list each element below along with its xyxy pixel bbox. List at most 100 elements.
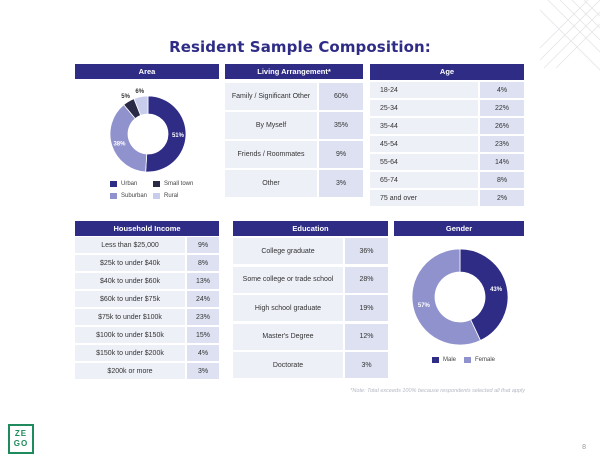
age-row-value: 22% — [480, 100, 524, 116]
gender-legend-female: Female — [464, 357, 495, 363]
age-row-label: 65-74 — [370, 172, 478, 188]
age-row-value: 23% — [480, 136, 524, 152]
education-row-value: 19% — [345, 295, 388, 321]
urban-swatch — [110, 181, 117, 187]
area-slice-suburban — [109, 104, 148, 173]
logo-line-1: ZE — [14, 429, 28, 438]
income-row-label: Less than $25,000 — [75, 237, 185, 253]
education-row: College graduate 36% — [233, 238, 388, 264]
income-header: Household Income — [75, 221, 219, 236]
area-pct-label: 38% — [113, 141, 126, 147]
area-pct-label: 51% — [172, 133, 185, 139]
age-row-value: 4% — [480, 82, 524, 98]
income-row-label: $150k to under $200k — [75, 345, 185, 361]
age-row-value: 26% — [480, 118, 524, 134]
gender-slice-male — [459, 248, 509, 341]
education-row: Doctorate 3% — [233, 352, 388, 378]
income-row: $75k to under $100k 23% — [75, 309, 219, 325]
area-slice-urban — [145, 95, 187, 173]
suburban-swatch — [110, 193, 117, 199]
age-row-label: 25-34 — [370, 100, 478, 116]
income-row-value: 15% — [187, 327, 219, 343]
education-row-label: Master's Degree — [233, 323, 343, 350]
income-row-value: 24% — [187, 291, 219, 307]
small-town-label: Small town — [164, 181, 194, 187]
income-row-label: $25k to under $40k — [75, 255, 185, 271]
living-row: Friends / Roommates 9% — [225, 141, 363, 168]
living-row: Other 3% — [225, 170, 363, 197]
age-row: 18-24 4% — [370, 82, 524, 98]
gender-slice-female — [411, 248, 481, 346]
education-row-label: College graduate — [233, 238, 343, 264]
income-row: $200k or more 3% — [75, 363, 219, 379]
age-row-label: 75 and over — [370, 190, 478, 206]
page-number: 8 — [582, 444, 586, 451]
gender-legend-male: Male — [432, 357, 456, 363]
page-title: Resident Sample Composition: — [169, 38, 431, 56]
income-row: Less than $25,000 9% — [75, 237, 219, 253]
living-row: By Myself 35% — [225, 112, 363, 139]
living-header: Living Arrangement* — [225, 64, 363, 79]
income-row: $150k to under $200k 4% — [75, 345, 219, 361]
age-row-value: 14% — [480, 154, 524, 170]
living-row-label: Friends / Roommates — [225, 141, 317, 168]
age-row-value: 8% — [480, 172, 524, 188]
gender-header: Gender — [394, 221, 524, 236]
age-row: 75 and over 2% — [370, 190, 524, 206]
education-row-value: 3% — [345, 352, 388, 378]
living-row-label: Family / Significant Other — [225, 83, 317, 110]
education-row-value: 28% — [345, 266, 388, 293]
education-row-label: Doctorate — [233, 352, 343, 378]
income-row-label: $100k to under $150k — [75, 327, 185, 343]
area-legend-suburban: Suburban — [110, 193, 147, 199]
living-row-label: By Myself — [225, 112, 317, 139]
living-row-value: 9% — [319, 141, 363, 168]
age-row-label: 45-54 — [370, 136, 478, 152]
age-row: 25-34 22% — [370, 100, 524, 116]
education-row-label: High school graduate — [233, 295, 343, 321]
income-row-value: 8% — [187, 255, 219, 271]
urban-label: Urban — [121, 181, 138, 187]
small-town-swatch — [153, 181, 160, 187]
age-row-label: 18-24 — [370, 82, 478, 98]
living-row-value: 60% — [319, 83, 363, 110]
area-slice-rural — [133, 95, 149, 116]
income-row-value: 9% — [187, 237, 219, 253]
rural-label: Rural — [164, 193, 179, 199]
education-row: Master's Degree 12% — [233, 323, 388, 350]
gender-donut-chart: 43% 57% — [411, 248, 509, 346]
age-row-label: 35-44 — [370, 118, 478, 134]
education-row-value: 12% — [345, 323, 388, 350]
living-row: Family / Significant Other 60% — [225, 83, 363, 110]
suburban-label: Suburban — [121, 193, 148, 199]
age-row: 45-54 23% — [370, 136, 524, 152]
gender-pct-label: 57% — [418, 303, 431, 309]
income-row: $60k to under $75k 24% — [75, 291, 219, 307]
income-row-label: $75k to under $100k — [75, 309, 185, 325]
education-row: Some college or trade school 28% — [233, 266, 388, 293]
income-row-label: $60k to under $75k — [75, 291, 185, 307]
living-row-value: 35% — [319, 112, 363, 139]
education-row: High school graduate 19% — [233, 295, 388, 321]
living-row-value: 3% — [319, 170, 363, 197]
living-row-label: Other — [225, 170, 317, 197]
education-header: Education — [233, 221, 388, 236]
area-header: Area — [75, 64, 219, 79]
area-legend-rural: Rural — [153, 193, 178, 199]
area-pct-label: 5% — [121, 94, 130, 100]
footnote: *Note: Total exceeds 100% because respon… — [350, 388, 525, 394]
education-row-label: Some college or trade school — [233, 266, 343, 293]
female-swatch — [464, 357, 471, 363]
logo-line-2: GO — [13, 439, 29, 448]
age-row-label: 55-64 — [370, 154, 478, 170]
age-row-value: 2% — [480, 190, 524, 206]
age-header: Age — [370, 64, 524, 80]
area-donut-chart: 51% 38% 5% 6% — [109, 89, 187, 173]
male-swatch — [432, 357, 439, 363]
zego-logo: ZE GO — [8, 424, 34, 454]
income-row-value: 3% — [187, 363, 219, 379]
corner-pattern — [540, 0, 600, 71]
female-label: Female — [475, 357, 496, 363]
income-row-value: 23% — [187, 309, 219, 325]
age-row: 35-44 26% — [370, 118, 524, 134]
